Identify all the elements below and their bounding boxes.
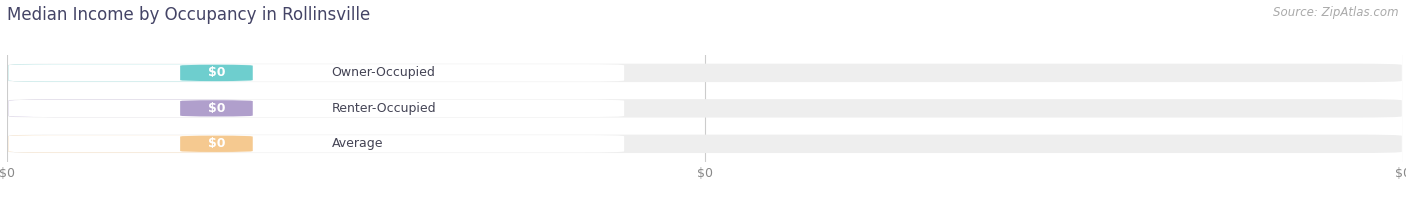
FancyBboxPatch shape [180, 100, 253, 116]
Text: $0: $0 [208, 137, 225, 150]
Text: Median Income by Occupancy in Rollinsville: Median Income by Occupancy in Rollinsvil… [7, 6, 370, 24]
FancyBboxPatch shape [8, 100, 624, 117]
Text: $0: $0 [208, 102, 225, 115]
FancyBboxPatch shape [8, 64, 253, 82]
Text: Source: ZipAtlas.com: Source: ZipAtlas.com [1274, 6, 1399, 19]
FancyBboxPatch shape [8, 64, 1402, 82]
Text: Average: Average [332, 137, 384, 150]
Text: Owner-Occupied: Owner-Occupied [332, 66, 436, 79]
FancyBboxPatch shape [180, 136, 253, 152]
FancyBboxPatch shape [8, 135, 1402, 153]
FancyBboxPatch shape [8, 135, 253, 152]
FancyBboxPatch shape [180, 65, 253, 81]
FancyBboxPatch shape [8, 64, 624, 82]
Text: Renter-Occupied: Renter-Occupied [332, 102, 436, 115]
Text: $0: $0 [208, 66, 225, 79]
FancyBboxPatch shape [8, 100, 253, 117]
FancyBboxPatch shape [8, 135, 624, 152]
FancyBboxPatch shape [8, 99, 1402, 118]
